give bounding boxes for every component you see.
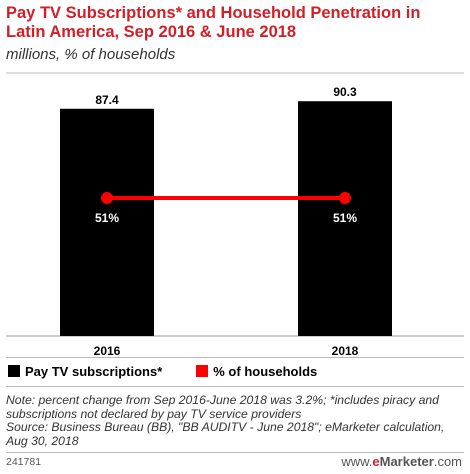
chart-plot: 87.4 90.3 51% 51% 2016 2018 — [6, 72, 464, 358]
legend-item-households: % of households — [196, 364, 317, 379]
legend-swatch-households — [196, 365, 209, 377]
bar-2016 — [60, 108, 154, 336]
note-text: Note: percent change from Sep 2016-June … — [6, 393, 439, 421]
source-text: Source: Business Bureau (BB), "BB AUDITV… — [6, 420, 445, 448]
x-tick-label: 2016 — [94, 344, 121, 358]
chart-subtitle: millions, % of households — [6, 46, 176, 63]
chart-id: 241781 — [6, 456, 42, 468]
households-value-label: 51% — [95, 211, 119, 225]
bar-value-label: 90.3 — [333, 85, 357, 99]
chart-note: Note: percent change from Sep 2016-June … — [6, 393, 466, 448]
legend-label-households: % of households — [213, 363, 318, 379]
households-point — [101, 192, 113, 204]
chart-legend: Pay TV subscriptions* % of households — [8, 362, 351, 380]
brand-logo: www.eMarketer.com — [341, 454, 462, 469]
legend-label-subscriptions: Pay TV subscriptions* — [25, 363, 163, 379]
bar-value-label: 87.4 — [95, 93, 119, 107]
footer-rule — [6, 452, 464, 453]
households-point — [339, 192, 351, 204]
note-top-rule — [6, 386, 464, 387]
legend-item-subscriptions: Pay TV subscriptions* — [8, 364, 162, 379]
x-tick-label: 2018 — [332, 344, 359, 358]
bar-2018 — [298, 101, 392, 336]
chart-title: Pay TV Subscriptions* and Household Pene… — [6, 4, 421, 41]
households-value-label: 51% — [333, 211, 357, 225]
legend-top-rule — [6, 357, 464, 358]
legend-swatch-subscriptions — [8, 365, 20, 377]
